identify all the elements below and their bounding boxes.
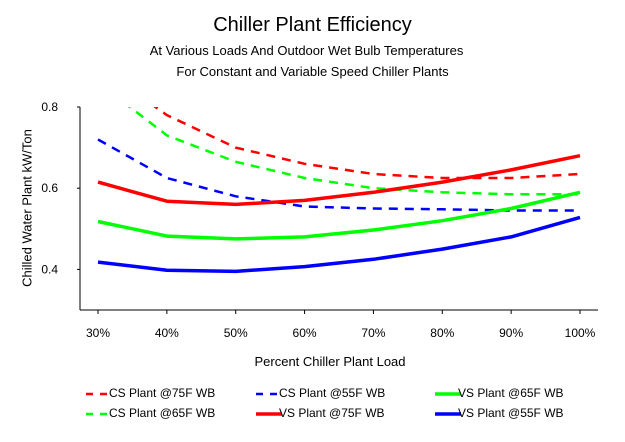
x-tick-label: 90% [499,326,523,340]
x-tick-label: 80% [430,326,454,340]
series-line-vs-plant-65f-wb [97,190,581,241]
x-tick-label: 70% [361,326,385,340]
x-tick-label: 50% [224,326,248,340]
series-line-cs-plant-75f-wb [153,107,581,180]
x-axis-label: Percent Chiller Plant Load [254,354,406,369]
y-tick-label: 0.4 [41,262,58,276]
x-tick-label: 100% [565,326,596,340]
x-tick-label: 60% [293,326,317,340]
series-line-vs-plant-55f-wb [97,215,581,274]
chart-subtitle-line-1: At Various Loads And Outdoor Wet Bulb Te… [149,43,464,58]
series-line-vs-plant-75f-wb [97,153,581,207]
chart-title: Chiller Plant Efficiency [213,14,412,36]
x-tick-label: 40% [155,326,179,340]
x-tick-label: 30% [86,326,110,340]
series-line-cs-plant-65f-wb [127,107,580,196]
y-tick-label: 0.8 [41,100,58,114]
y-tick-label: 0.6 [41,181,58,195]
chart-subtitle-line-2: For Constant and Variable Speed Chiller … [176,64,449,79]
series-group [97,107,581,274]
